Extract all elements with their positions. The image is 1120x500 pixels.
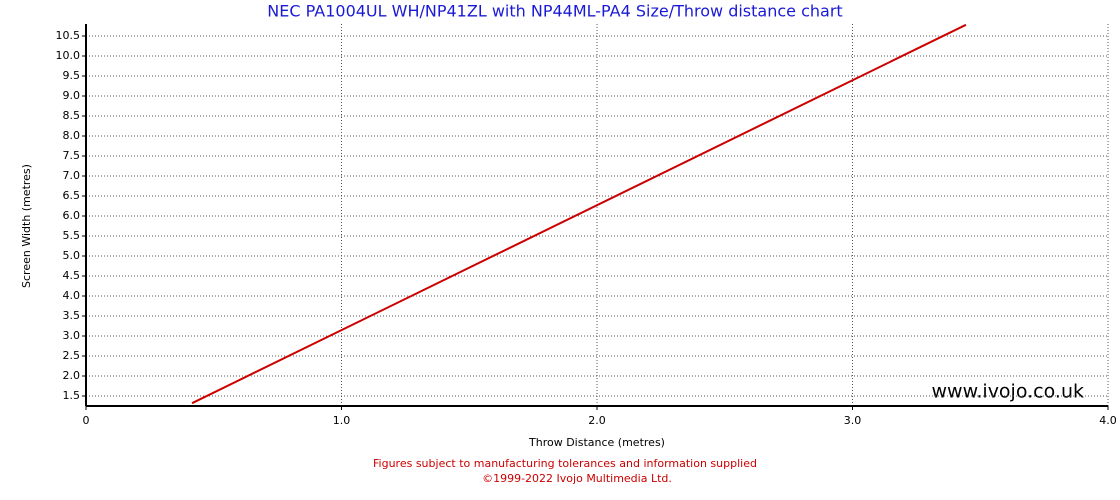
y-tick-label: 2.0 xyxy=(63,369,81,382)
footnote: ©1999-2022 Ivojo Multimedia Ltd. xyxy=(482,472,672,485)
y-tick-label: 1.5 xyxy=(63,389,81,402)
footnote: Figures subject to manufacturing toleran… xyxy=(373,457,757,470)
y-tick-label: 4.5 xyxy=(63,269,81,282)
y-axis-label: Screen Width (metres) xyxy=(20,164,33,288)
y-tick-label: 9.0 xyxy=(63,89,81,102)
x-tick-label: 4.0 xyxy=(1099,414,1117,427)
y-tick-label: 10.0 xyxy=(56,49,81,62)
line-series xyxy=(191,23,967,405)
y-tick-label: 6.0 xyxy=(63,209,81,222)
y-tick-label: 5.0 xyxy=(63,249,81,262)
x-tick-label: 3.0 xyxy=(844,414,862,427)
x-tick-label: 0 xyxy=(83,414,90,427)
y-tick-label: 10.5 xyxy=(56,29,81,42)
y-tick-label: 7.0 xyxy=(63,169,81,182)
watermark: www.ivojo.co.uk xyxy=(932,381,1085,403)
chart-title: NEC PA1004UL WH/NP41ZL with NP44ML-PA4 S… xyxy=(267,2,842,21)
x-axis-label: Throw Distance (metres) xyxy=(528,436,665,449)
y-tick-label: 4.0 xyxy=(63,289,81,302)
y-tick-label: 5.5 xyxy=(63,229,81,242)
y-tick-label: 2.5 xyxy=(63,349,81,362)
x-tick-label: 1.0 xyxy=(333,414,351,427)
y-tick-label: 8.0 xyxy=(63,129,81,142)
y-tick-label: 8.5 xyxy=(63,109,81,122)
y-tick-label: 3.0 xyxy=(63,329,81,342)
y-tick-label: 6.5 xyxy=(63,189,81,202)
y-tick-label: 3.5 xyxy=(63,309,81,322)
x-tick-label: 2.0 xyxy=(588,414,606,427)
y-tick-label: 7.5 xyxy=(63,149,81,162)
y-tick-label: 9.5 xyxy=(63,69,81,82)
